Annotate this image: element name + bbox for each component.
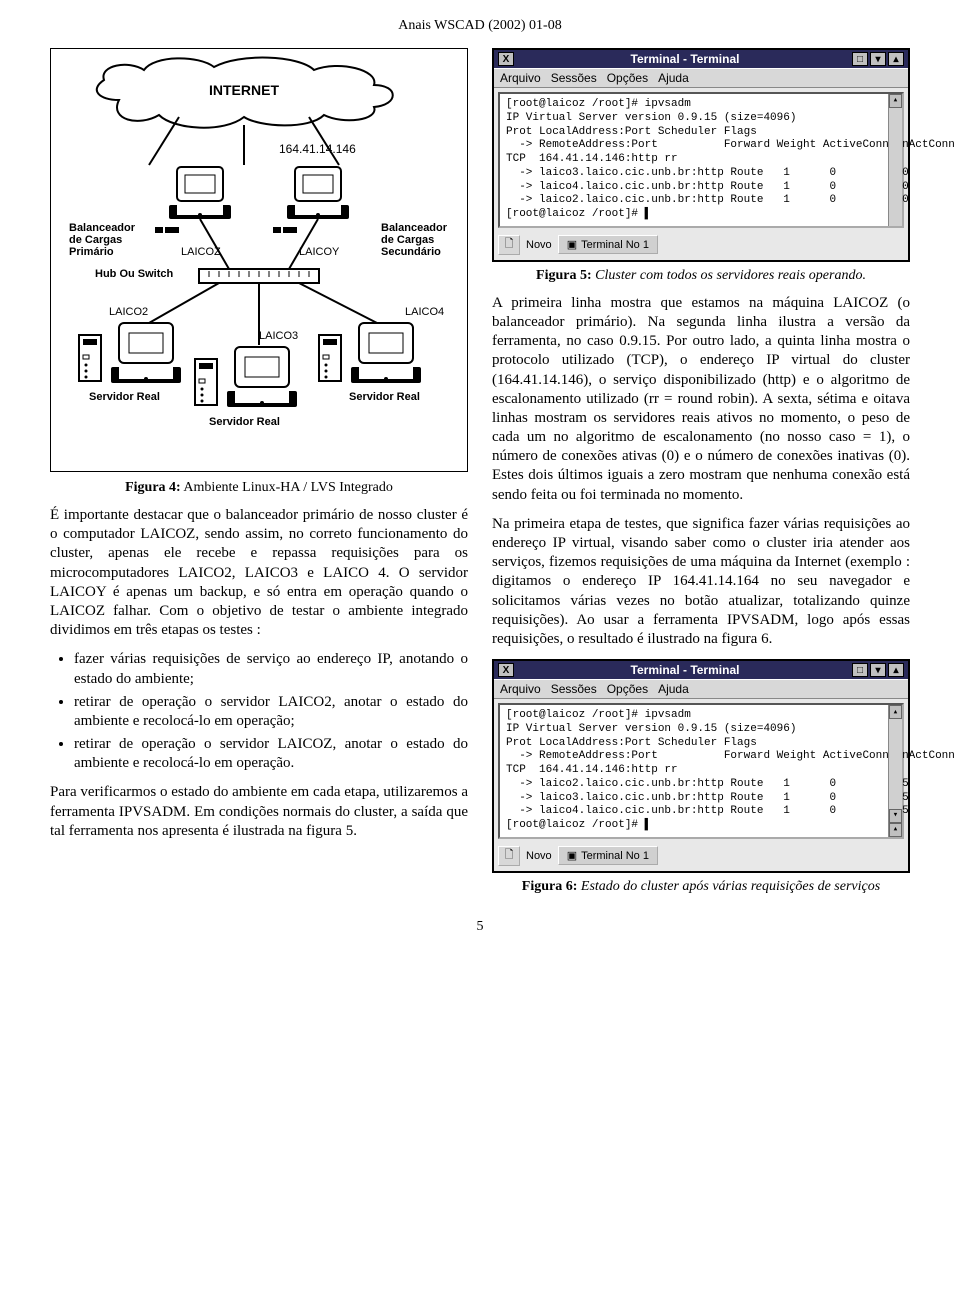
terminal-window-2: X Terminal - Terminal □ ▾ ▴ Arquivo Sess…: [492, 659, 910, 873]
svg-text:LAICO4: LAICO4: [405, 306, 444, 318]
menu-sessoes[interactable]: Sessões: [551, 682, 597, 696]
terminal2-scrollbar[interactable]: ▴▾▴: [888, 705, 902, 837]
terminal1-scrollbar[interactable]: ▴: [888, 94, 902, 226]
primary-balancer-icon: [169, 167, 231, 219]
menu-ajuda[interactable]: Ajuda: [658, 71, 689, 85]
two-column-layout: INTERNET 164.41.14.146: [50, 48, 910, 905]
terminal-icon: ▣: [567, 238, 577, 251]
terminal2-menubar: Arquivo Sessões Opções Ajuda: [494, 679, 908, 699]
terminal-window-1: X Terminal - Terminal □ ▾ ▴ Arquivo Sess…: [492, 48, 910, 262]
list-item: fazer várias requisições de serviço ao e…: [74, 650, 468, 688]
server-laico3-icon: [195, 347, 297, 407]
close-icon[interactable]: X: [498, 52, 514, 66]
right-para-1: A primeira linha mostra que estamos na m…: [492, 294, 910, 505]
right-column: X Terminal - Terminal □ ▾ ▴ Arquivo Sess…: [492, 48, 910, 905]
terminal1-body[interactable]: [root@laicoz /root]# ipvsadm IP Virtual …: [498, 92, 904, 228]
terminal2-titlebar[interactable]: X Terminal - Terminal □ ▾ ▴: [494, 661, 908, 679]
page: Anais WSCAD (2002) 01-08 INTERNET 164.41…: [0, 0, 960, 965]
network-diagram: INTERNET 164.41.14.146: [50, 48, 468, 472]
figure6-caption-text: Estado do cluster após várias requisiçõe…: [577, 879, 880, 894]
right-para-2: Na primeira etapa de testes, que signifi…: [492, 515, 910, 649]
network-diagram-svg: INTERNET 164.41.14.146: [59, 55, 459, 465]
figure5-caption-prefix: Figura 5:: [536, 268, 592, 283]
dropdown-icon[interactable]: ▾: [870, 52, 886, 66]
secondary-balancer-icon: [287, 167, 349, 219]
terminal2-tab-label: Terminal No 1: [581, 850, 649, 862]
svg-text:de Cargas: de Cargas: [69, 234, 122, 246]
terminal-icon: ▣: [567, 849, 577, 862]
new-session-button[interactable]: 🗋: [498, 846, 520, 866]
new-label: Novo: [526, 850, 552, 862]
menu-opcoes[interactable]: Opções: [607, 682, 648, 696]
terminal1-menubar: Arquivo Sessões Opções Ajuda: [494, 68, 908, 88]
figure4-caption-text: Ambiente Linux-HA / LVS Integrado: [181, 480, 393, 495]
terminal1-tab-label: Terminal No 1: [581, 239, 649, 251]
left-para-2: Para verificarmos o estado do ambiente e…: [50, 783, 468, 841]
terminal2-statusbar: 🗋 Novo ▣ Terminal No 1: [494, 843, 908, 871]
list-item: retirar de operação o servidor LAICO2, a…: [74, 693, 468, 731]
left-column: INTERNET 164.41.14.146: [50, 48, 468, 905]
menu-opcoes[interactable]: Opções: [607, 71, 648, 85]
close-icon[interactable]: X: [498, 663, 514, 677]
server-laico2-icon: [79, 323, 181, 383]
svg-text:Primário: Primário: [69, 246, 114, 258]
svg-text:Secundário: Secundário: [381, 246, 441, 258]
svg-text:Hub Ou Switch: Hub Ou Switch: [95, 268, 174, 280]
scroll-down-icon[interactable]: ▴: [889, 823, 902, 837]
svg-text:LAICOZ: LAICOZ: [181, 246, 221, 258]
svg-text:Servidor Real: Servidor Real: [349, 391, 420, 403]
menu-arquivo[interactable]: Arquivo: [500, 71, 541, 85]
new-session-button[interactable]: 🗋: [498, 235, 520, 255]
test-steps-list: fazer várias requisições de serviço ao e…: [74, 650, 468, 773]
new-label: Novo: [526, 239, 552, 251]
svg-text:LAICO2: LAICO2: [109, 306, 148, 318]
cloud-label: INTERNET: [209, 82, 279, 98]
figure5-caption-text: Cluster com todos os servidores reais op…: [592, 268, 866, 283]
minimize-icon[interactable]: □: [852, 52, 868, 66]
svg-text:Servidor Real: Servidor Real: [209, 416, 280, 428]
terminal2-title: Terminal - Terminal: [520, 663, 850, 677]
terminal1-statusbar: 🗋 Novo ▣ Terminal No 1: [494, 232, 908, 260]
svg-text:Balanceador: Balanceador: [69, 222, 136, 234]
menu-arquivo[interactable]: Arquivo: [500, 682, 541, 696]
svg-text:Servidor Real: Servidor Real: [89, 391, 160, 403]
figure6-caption: Figura 6: Estado do cluster após várias …: [492, 879, 910, 895]
menu-ajuda[interactable]: Ajuda: [658, 682, 689, 696]
svg-text:LAICO3: LAICO3: [259, 330, 298, 342]
maximize-icon[interactable]: ▴: [888, 663, 904, 677]
dropdown-icon[interactable]: ▾: [870, 663, 886, 677]
minimize-icon[interactable]: □: [852, 663, 868, 677]
svg-text:Balanceador: Balanceador: [381, 222, 448, 234]
scroll-down-icon[interactable]: ▾: [889, 809, 902, 823]
scroll-up-icon[interactable]: ▴: [889, 705, 902, 719]
page-number: 5: [50, 919, 910, 935]
figure4-caption-prefix: Figura 4:: [125, 480, 181, 495]
terminal2-body[interactable]: [root@laicoz /root]# ipvsadm IP Virtual …: [498, 703, 904, 839]
terminal1-tab[interactable]: ▣ Terminal No 1: [558, 235, 658, 254]
scroll-up-icon[interactable]: ▴: [889, 94, 902, 108]
server-laico4-icon: [319, 323, 421, 383]
terminal1-title: Terminal - Terminal: [520, 52, 850, 66]
terminal2-tab[interactable]: ▣ Terminal No 1: [558, 846, 658, 865]
menu-sessoes[interactable]: Sessões: [551, 71, 597, 85]
terminal1-titlebar[interactable]: X Terminal - Terminal □ ▾ ▴: [494, 50, 908, 68]
svg-text:de Cargas: de Cargas: [381, 234, 434, 246]
svg-text:LAICOY: LAICOY: [299, 246, 340, 258]
maximize-icon[interactable]: ▴: [888, 52, 904, 66]
page-header: Anais WSCAD (2002) 01-08: [50, 18, 910, 34]
left-para-1: É importante destacar que o balanceador …: [50, 506, 468, 640]
figure5-caption: Figura 5: Cluster com todos os servidore…: [492, 268, 910, 284]
list-item: retirar de operação o servidor LAICOZ, a…: [74, 735, 468, 773]
figure4-caption: Figura 4: Ambiente Linux-HA / LVS Integr…: [50, 480, 468, 496]
figure6-caption-prefix: Figura 6:: [522, 879, 578, 894]
ip-label: 164.41.14.146: [279, 142, 356, 156]
